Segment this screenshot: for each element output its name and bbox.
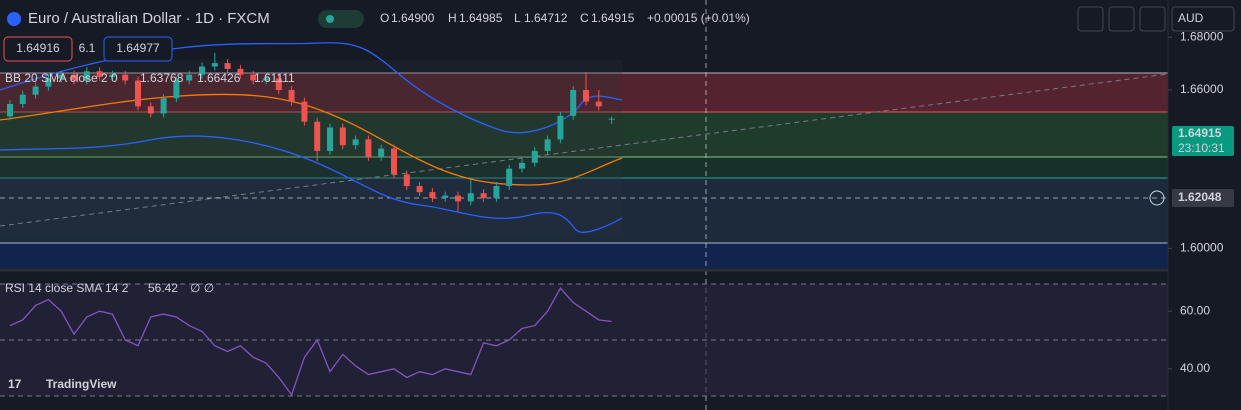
candle-body [83,71,90,81]
candle-body [467,193,474,202]
candle-body [288,90,295,102]
change: +0.00015 (+0.01%) [647,11,750,25]
candle-body [71,74,77,81]
symbol: Euro / Australian Dollar · 1D · FXCM [28,10,270,27]
rsi-line [9,287,612,397]
candle-body [595,101,602,107]
candle-body [480,193,487,198]
crosshair-tag [1172,189,1234,207]
currency[interactable]: AUD [1178,11,1204,25]
candle-body [19,94,26,104]
c-label: C [580,11,589,25]
bb-lower: 1.61111 [254,71,295,85]
sell-button[interactable] [3,36,73,62]
candle-body [429,192,436,198]
y-tick-label: 1.68000 [1180,29,1224,43]
l-label: L [514,11,521,25]
candle-body [301,101,308,122]
bb-basis: 1.63768 [140,71,184,85]
y-tick-label: 1.66000 [1180,82,1224,96]
candle-body [583,90,589,102]
candle-body [237,68,244,75]
candle-body [442,195,449,198]
down-button[interactable] [1077,6,1104,32]
candle-body [109,74,116,78]
candle-body [160,98,167,114]
buy[interactable]: 1.64977 [116,41,160,55]
candle-body [275,78,282,90]
logo-icon: 17 [8,377,22,391]
status-pill[interactable] [318,10,364,28]
candle-body [211,63,218,67]
bb-name: BB 20 SMA close 2 0 [5,71,118,85]
candle-body [199,66,205,75]
candle-body [147,106,154,114]
candle-body [570,90,577,116]
last-price-tag [1172,126,1234,156]
crosshair-plus[interactable] [1149,190,1165,206]
candle-body [263,78,269,81]
candle-body [365,139,372,157]
candle-body [339,127,346,146]
zones [0,0,1169,410]
o-label: O [380,11,389,25]
candle-body [135,80,141,107]
candle-body [352,139,359,146]
candle-body [314,121,321,151]
countdown: 23:10:31 [1178,141,1225,155]
l: 1.64712 [524,11,568,25]
h: 1.64985 [459,11,503,25]
candle-body [493,186,500,198]
y-tick-label: 60.00 [1180,303,1210,317]
rsi-extra: ∅ ∅ [190,281,214,295]
candle-body [544,139,551,151]
candle-body [391,148,397,175]
candle-body [186,74,193,81]
currency-button[interactable] [1171,6,1235,32]
candle-body [224,63,231,69]
candle-body [506,168,513,187]
candle-body [608,118,615,120]
fullscreen-button[interactable] [1139,6,1166,32]
candle-body [378,148,385,157]
buy-button[interactable] [103,36,173,62]
flag-icon [7,12,21,26]
candle-body [45,78,52,87]
candle-body [122,74,129,81]
last-price: 1.64915 [1178,126,1222,140]
c: 1.64915 [591,11,635,25]
candle-body [455,195,461,202]
candle-body [327,127,333,151]
crosshair-price: 1.62048 [1178,190,1222,204]
candle-body [250,74,257,81]
candle-body [416,186,423,193]
candle-body [7,103,13,117]
rsi-name: RSI 14 close SMA 14 2 [5,281,129,295]
y-tick-label: 1.60000 [1180,241,1224,255]
o: 1.64900 [391,11,435,25]
candle-body [173,80,180,99]
candle-body [58,74,65,79]
candle-body [519,162,525,169]
y-tick-label: 40.00 [1180,361,1210,375]
candle-body [531,150,538,163]
candle-body [32,86,39,95]
rsi-value: 56.42 [148,281,178,295]
spread: 6.1 [79,41,96,55]
candle-body [403,174,410,187]
bb-upper: 1.66426 [197,71,241,85]
collapse-button[interactable] [1108,6,1135,32]
h-label: H [448,11,457,25]
sell[interactable]: 1.64916 [16,41,60,55]
candle-body [557,115,564,140]
candle-body [96,71,103,78]
logo: TradingView [46,377,117,391]
